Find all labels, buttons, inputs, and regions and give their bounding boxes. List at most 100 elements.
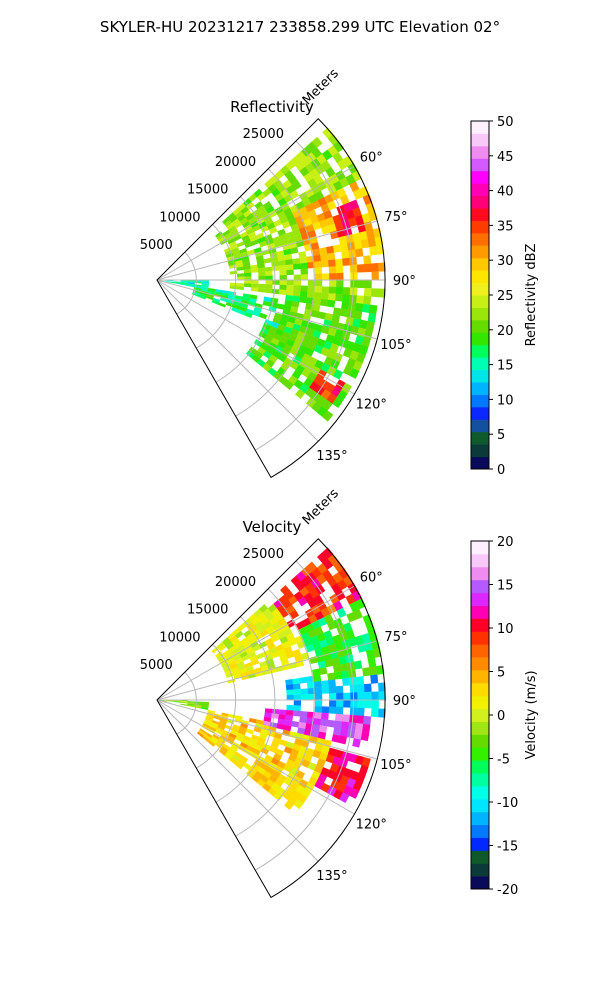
colorbar-segment [471,773,489,787]
echo-cell [240,723,249,729]
echo-cell [275,328,284,337]
echo-cell [295,364,306,374]
echo-cell [332,572,344,584]
echo-cell [295,620,306,630]
echo-cell [265,346,275,355]
echo-cell [292,677,301,685]
echo-cell [349,350,360,361]
echo-cell [320,347,330,357]
echo-cell [342,575,354,587]
range-tick-label: 20000 [215,575,256,590]
echo-cell [224,652,233,659]
reflectivity-azimuth-labels: 60° 75° 90° 105° 120° 135° [316,150,416,464]
velocity-colorbar-ticks: -20 -15 -10 -5 0 5 10 15 20 [489,535,518,898]
echo-cell [278,594,289,605]
echo-cell [271,261,280,267]
echo-cell [349,770,360,781]
echo-cell [264,637,274,646]
echo-cell [286,704,294,711]
azimuth-tick-label: 90° [393,694,416,709]
echo-cell [279,739,288,747]
echo-cell [325,754,335,764]
echo-cell [213,715,221,721]
echo-cell [310,215,320,225]
echo-cell [236,644,245,652]
echo-cell [251,734,260,741]
echo-cell [232,207,241,216]
echo-cell [339,663,349,672]
reflectivity-panel: Reflectivity 5000 10000 15000 20000 25000 60… [140,66,416,479]
echo-cell [287,316,296,324]
echo-cell [275,748,284,757]
echo-cell [276,250,285,257]
echo-cell [342,767,353,778]
echo-cell [285,714,294,722]
echo-cell [359,319,368,330]
echo-cell [277,648,286,657]
echo-cell [259,762,269,771]
echo-cell [329,763,340,773]
echo-cell [332,664,342,673]
echo-cell [228,661,237,668]
echo-cell [264,334,274,343]
reflectivity-range-axis-label: Meters [300,66,342,108]
echo-cell [215,651,223,658]
echo-cell [187,283,195,286]
echo-cell [199,728,207,735]
echo-cell [357,280,365,289]
echo-cell [356,715,365,725]
echo-cell [198,295,206,300]
echo-cell [285,338,295,348]
echo-cell [276,303,285,310]
echo-cell [316,338,326,348]
echo-cell [251,774,261,783]
echo-cell [325,166,336,178]
echo-cell [267,183,278,193]
echo-cell [241,258,250,264]
echo-cell [342,287,351,296]
echo-cell [351,170,363,182]
echo-cell [285,758,295,768]
echo-cell [310,635,320,645]
echo-cell [316,563,328,575]
echo-cell [284,253,293,261]
echo-cell [291,369,302,380]
echo-cell [288,661,298,669]
echo-cell [258,641,268,649]
echo-cell [259,732,268,740]
echo-cell [336,607,347,618]
echo-cell [304,623,315,633]
echo-cell [262,350,272,360]
echo-cell [363,295,372,305]
echo-cell [346,357,357,369]
colorbar-tick-label: 15 [497,359,514,374]
echo-cell [216,641,225,649]
echo-cell [266,222,276,230]
echo-cell [336,187,347,198]
echo-cell [285,709,294,716]
echo-cell [215,742,223,749]
echo-cell [332,396,344,409]
echo-cell [264,288,273,294]
echo-cell [258,271,266,277]
echo-cell [265,625,275,634]
azimuth-tick-label: 75° [384,630,407,645]
echo-cell [356,684,365,693]
echo-cell [298,206,308,216]
echo-cell [180,283,188,286]
echo-cell [364,691,372,701]
echo-cell [293,705,301,712]
colorbar-segment [471,837,489,851]
echo-cell [332,336,342,346]
echo-cell [327,223,337,233]
echo-cell [298,251,307,259]
azimuth-tick-label: 135° [316,869,347,884]
echo-cell [299,262,308,270]
colorbar-segment [471,541,489,555]
echo-cell [365,229,375,240]
echo-cell [363,683,372,693]
echo-cell [230,648,239,656]
echo-cell [232,250,241,256]
echo-cell [255,740,265,748]
echo-cell [321,286,330,294]
